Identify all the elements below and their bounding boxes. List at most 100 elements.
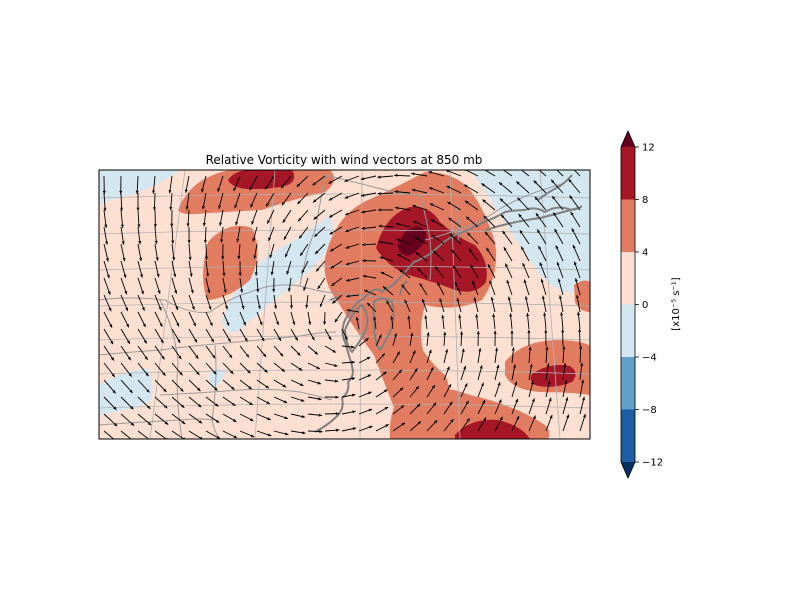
pos-region-north <box>178 170 334 215</box>
wind-vector-head <box>214 387 218 391</box>
wind-vector-head <box>533 180 537 184</box>
wind-vector-head <box>240 289 244 293</box>
wind-vector-head <box>516 416 519 420</box>
wind-vector-head <box>346 294 350 298</box>
wind-vector-head <box>188 256 192 261</box>
wind-vector-head <box>395 222 400 226</box>
wind-vector-head <box>395 206 399 210</box>
wind-vector-head <box>516 181 520 185</box>
wind-vector-head <box>407 315 411 319</box>
wind-vector-head <box>108 307 112 312</box>
wind-vector-head <box>227 338 231 342</box>
wind-vector-head <box>481 183 485 187</box>
wind-vector-head <box>141 290 144 295</box>
wind-vector-head <box>323 321 327 325</box>
colorbar-band <box>621 357 635 410</box>
wind-vector-head <box>563 363 567 367</box>
wind-vector-head <box>250 418 254 421</box>
wind-vector-head <box>394 333 397 337</box>
wind-vector-head <box>283 236 287 240</box>
wind-vector-head <box>302 431 306 435</box>
wind-vector-head <box>231 386 235 390</box>
wind-vector-head <box>195 355 199 359</box>
wind-vector-head <box>501 214 505 218</box>
wind-vector-head <box>285 432 289 436</box>
wind-vector-head <box>441 314 445 319</box>
wind-vector-head <box>203 239 207 244</box>
wind-vector-head <box>583 414 586 418</box>
wind-vector-head <box>179 372 183 376</box>
wind-vector-head <box>223 289 227 293</box>
wind-vector-head <box>435 266 439 270</box>
wind-vector-head <box>138 241 142 245</box>
wind-vector-head <box>522 263 526 267</box>
wind-vector-head <box>546 363 550 367</box>
wind-vector-head <box>261 337 265 342</box>
wind-vector-head <box>346 278 350 282</box>
wind-vector-head <box>361 226 365 230</box>
wind-vector-head <box>415 252 419 256</box>
wind-vector-head <box>102 190 106 194</box>
wind-vector-head <box>416 403 421 408</box>
wind-vector-head <box>448 217 452 221</box>
wind-vector-head <box>559 295 562 299</box>
wind-vector-head <box>232 402 236 406</box>
wind-vector-head <box>209 322 213 326</box>
wind-vector-head <box>550 163 553 166</box>
wind-vector-head <box>222 273 226 277</box>
wind-vector-head <box>281 202 285 206</box>
wind-vector-head <box>156 273 160 278</box>
wind-vector-head <box>488 264 491 268</box>
wind-vector-head <box>141 307 145 311</box>
wind-vector-head <box>479 365 483 369</box>
wind-vector-head <box>499 198 504 202</box>
wind-vector-head <box>113 406 117 410</box>
wind-vector-head <box>335 412 339 416</box>
wind-vector-head <box>548 397 552 402</box>
wind-vector-head <box>476 331 480 335</box>
wind-vector-head <box>447 202 451 205</box>
wind-vector-head <box>468 248 472 253</box>
wind-vector-head <box>404 299 408 304</box>
wind-vector-head <box>286 271 290 275</box>
wind-vector-head <box>502 230 506 235</box>
wind-vector-head <box>582 396 585 401</box>
wind-vector-head <box>313 199 317 203</box>
wind-vector-head <box>178 355 182 360</box>
wind-vector-head <box>456 297 460 302</box>
colorbar-label: [x10⁻⁵ s⁻¹] <box>671 277 682 331</box>
wind-vector-head <box>253 255 257 259</box>
wind-vector-head <box>562 346 566 350</box>
wind-vector-head <box>378 334 382 338</box>
wind-vector-head <box>250 434 255 438</box>
wind-vector-head <box>419 283 423 287</box>
wind-vector-head <box>489 280 493 284</box>
wind-vector-head <box>361 243 366 247</box>
wind-vector-head <box>451 249 455 253</box>
wind-vector-head <box>319 430 323 433</box>
wind-vector <box>464 170 479 177</box>
wind-vector-head <box>329 214 333 218</box>
wind-vector-head <box>314 351 318 355</box>
wind-vector-head <box>212 354 216 359</box>
wind-vector-head <box>428 171 432 174</box>
wind-vector-head <box>399 269 403 273</box>
wind-vector-head <box>565 397 569 401</box>
wind-vector-head <box>140 274 143 278</box>
wind-vector-head <box>507 296 511 300</box>
wind-vector-head <box>470 264 474 269</box>
extreme-pos-core <box>398 226 427 256</box>
wind-vector-head <box>394 190 398 194</box>
wind-vector-head <box>120 224 124 228</box>
wind-vector-head <box>345 245 350 249</box>
wind-vector-head <box>411 188 416 192</box>
wind-vector-head <box>464 383 468 387</box>
wind-vector-head <box>412 350 416 354</box>
wind-vector-head <box>514 381 518 385</box>
wind-vector-head <box>351 345 355 349</box>
wind-vector-head <box>300 398 305 402</box>
wind-vector-head <box>153 207 156 211</box>
wind-vector-head <box>396 351 400 355</box>
wind-vector-head <box>439 298 443 302</box>
